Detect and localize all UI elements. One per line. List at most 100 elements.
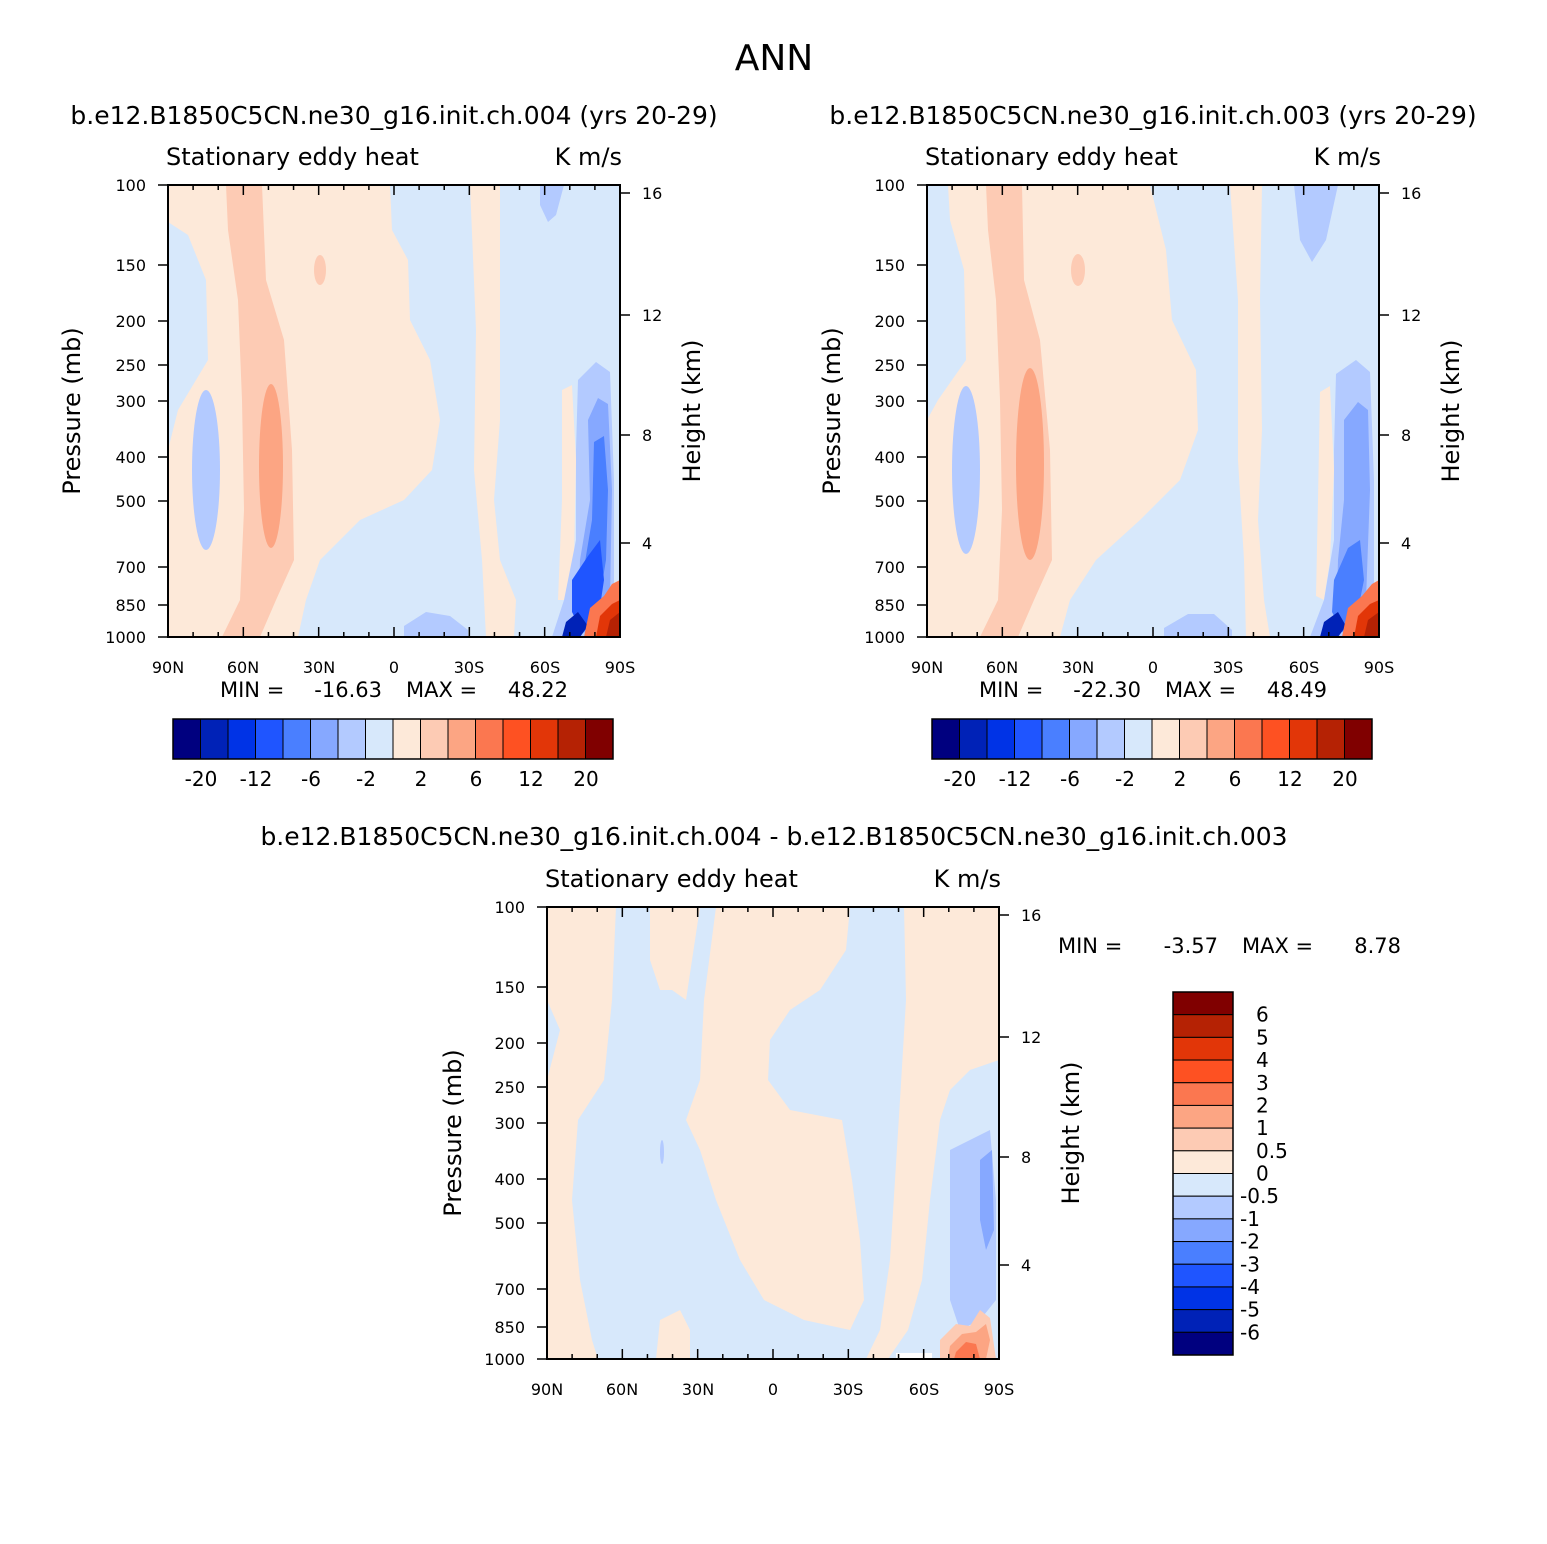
- panel-1-negative-polar-5: [562, 612, 588, 637]
- panel-3-colorbar-box: [1172, 1014, 1234, 1038]
- panel-1-y-tick-label: 300: [115, 392, 146, 411]
- panel-1-colorbar-box: [392, 718, 421, 760]
- panel-2-ylabel: Pressure (mb): [818, 327, 846, 494]
- panel-1-contour-field: [168, 185, 620, 637]
- panel-1-colorbar-box: [530, 718, 559, 760]
- panel-2-positive-polar-3: [1364, 612, 1379, 637]
- panel-3-positive-band-2: [650, 907, 700, 1000]
- panel-3-x-tick-label: 60S: [909, 1380, 940, 1399]
- panel-2-colorbar-box: [1096, 718, 1125, 760]
- panel-3-y-tick-label: 200: [494, 1034, 525, 1053]
- panel-3-negative-polar-2: [980, 1150, 994, 1250]
- panel-2-colorbar-label: 2: [1174, 767, 1187, 791]
- panel-1-colorbar-box: [172, 718, 201, 760]
- panel-2-negative-polar-4: [1320, 612, 1346, 637]
- panel-3-colorbar-box: [1172, 1173, 1234, 1197]
- panel-2-y-tick-label: 500: [874, 492, 905, 511]
- panel-2-y2-axis: 16 12 8 4: [1401, 184, 1421, 553]
- panel-3-y2-tick-label: 16: [1021, 906, 1041, 925]
- panel-1-x-tick-label: 60S: [530, 658, 561, 677]
- panel-3-y2-tick-label: 12: [1021, 1028, 1041, 1047]
- panel-1-x-tick-label: 30N: [303, 658, 335, 677]
- panel-3-colorbar-label: -4: [1240, 1275, 1260, 1299]
- panel-1-y2label: Height (km): [678, 340, 706, 483]
- panel-3-ylabel: Pressure (mb): [439, 1049, 467, 1216]
- panel-3-colorbar-label: -2: [1240, 1230, 1260, 1254]
- panel-1-y-tick-label: 850: [115, 596, 146, 615]
- panel-2-min-label: MIN =: [979, 678, 1043, 702]
- panel-3-ticks: [537, 906, 1009, 1360]
- panel-1-colorbar-box: [227, 718, 256, 760]
- panel-2-y-axis: 100 150 200 250 300 400 500 700 850 1000: [864, 176, 905, 647]
- panel-3-y-tick-label: 250: [494, 1078, 525, 1097]
- panel-2-x-tick-label: 0: [1148, 658, 1158, 677]
- panel-2-y-tick-label: 400: [874, 448, 905, 467]
- panel-3-colorbar-box: [1172, 991, 1234, 1016]
- panel-1-colorbar-label: -12: [240, 767, 273, 791]
- panel-1-y-tick-label: 1000: [105, 628, 146, 647]
- panel-3-x-tick-label: 30N: [682, 1380, 714, 1399]
- panel-3-colorbar-label: 0.5: [1256, 1139, 1288, 1163]
- panel-3-x-axis: 90N 60N 30N 0 30S 60S 90S: [531, 1380, 1014, 1399]
- panel-1-colorbar-boxes: [172, 718, 614, 760]
- panel-3-colorbar-label: 4: [1256, 1048, 1269, 1072]
- panel-2-colorbar-boxes: [931, 718, 1373, 760]
- panel-1-max-label: MAX =: [406, 678, 477, 702]
- panel-3-y-tick-label: 500: [494, 1214, 525, 1233]
- panel-2-colorbar-box: [1124, 718, 1153, 760]
- panel-1-max-value: 48.22: [508, 678, 568, 702]
- panel-1-colorbar: -20 -12 -6 -2 2 6 12 20: [172, 718, 614, 791]
- panel-1-colorbar-label: 12: [518, 767, 543, 791]
- panel-3-max-label: MAX =: [1242, 934, 1313, 958]
- panel-3-colorbar-box: [1172, 1218, 1234, 1243]
- panel-1-title: b.e12.B1850C5CN.ne30_g16.init.ch.004 (yr…: [70, 101, 717, 130]
- panel-1-colorbar-label: -2: [356, 767, 376, 791]
- panel-1-colorbar-box: [475, 718, 504, 760]
- panel-2-x-tick-label: 30N: [1062, 658, 1094, 677]
- panel-1-colorbar-box: [255, 718, 284, 760]
- panel-2-y-tick-label: 700: [874, 558, 905, 577]
- panel-2-colorbar-label: 20: [1332, 767, 1357, 791]
- panel-3-right-string: K m/s: [934, 865, 1001, 893]
- panel-1-x-tick-label: 90S: [605, 658, 636, 677]
- panel-1-colorbar-label: 6: [470, 767, 483, 791]
- panel-3-y-tick-label: 100: [494, 898, 525, 917]
- panel-2-right-string: K m/s: [1314, 143, 1381, 171]
- panel-1-negative-cell-sfc: [404, 612, 468, 637]
- panel-2-max-label: MAX =: [1165, 678, 1236, 702]
- panel-2-y-tick-label: 1000: [864, 628, 905, 647]
- panel-1-colorbar-label: -6: [301, 767, 321, 791]
- panel-2-colorbar-box: [931, 718, 960, 760]
- panel-3-colorbar-label: 1: [1256, 1116, 1269, 1140]
- panel-1-y2-axis: 16 12 8 4: [642, 184, 662, 553]
- panel-2-y2label: Height (km): [1437, 340, 1465, 483]
- panel-3-min-value: -3.57: [1164, 934, 1218, 958]
- panel-3-colorbar-box: [1172, 1150, 1234, 1174]
- panel-2-colorbar-box: [1014, 718, 1043, 760]
- panel-2-x-tick-label: 90S: [1364, 658, 1395, 677]
- panel-1-colorbar-label: -20: [185, 767, 218, 791]
- panel-1-y-tick-label: 500: [115, 492, 146, 511]
- panel-3-colorbar-label: -1: [1240, 1207, 1260, 1231]
- panel-2-y-tick-label: 850: [874, 596, 905, 615]
- panel-2-positive-band-sh: [1230, 185, 1270, 637]
- panel-1-y2-tick-label: 8: [642, 426, 652, 445]
- panel-1-positive-region-nh: [168, 185, 440, 637]
- panel-2-colorbar-box: [1041, 718, 1070, 760]
- panel-3-y2-axis: 16 12 8 4: [1021, 906, 1041, 1275]
- panel-3-y-axis: 100 150 200 250 300 400 500 700 850 1000: [484, 898, 525, 1369]
- panel-3-colorbar-box: [1172, 1104, 1234, 1129]
- panel-3-colorbar-box: [1172, 1127, 1234, 1152]
- panel-1-right-string: K m/s: [555, 143, 622, 171]
- panel-3-colorbar-box: [1172, 1036, 1234, 1061]
- panel-2-ticks: [917, 184, 1389, 638]
- panel-1-x-tick-label: 90N: [152, 658, 184, 677]
- panel-1-negative-cell-top: [540, 185, 564, 222]
- panel-3-y-tick-label: 150: [494, 978, 525, 997]
- panel-2-min-value: -22.30: [1073, 678, 1141, 702]
- panel-1-y-tick-label: 250: [115, 356, 146, 375]
- panel-3: b.e12.B1850C5CN.ne30_g16.init.ch.004 - b…: [260, 822, 1401, 1399]
- panel-1-colorbar-box: [420, 718, 449, 760]
